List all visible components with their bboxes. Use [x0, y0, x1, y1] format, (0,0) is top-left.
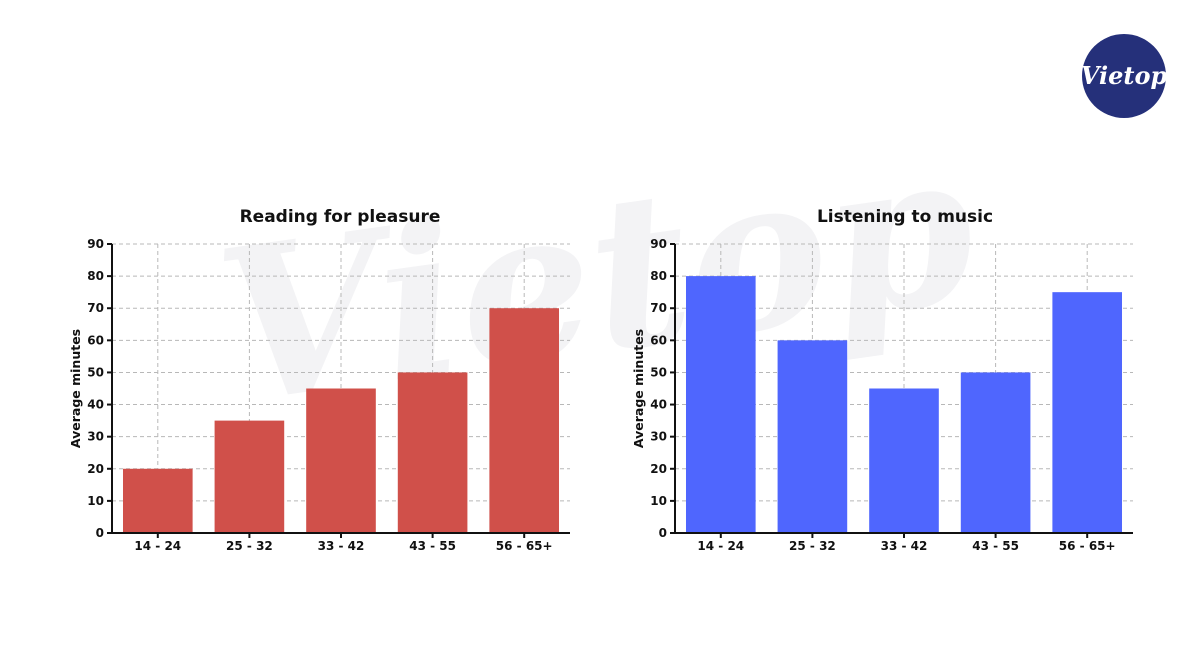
y-tick-label: 30: [87, 430, 104, 444]
bar: [306, 388, 376, 533]
y-tick-label: 90: [650, 237, 667, 251]
y-tick-label: 50: [87, 365, 104, 379]
y-tick-label: 10: [87, 494, 104, 508]
y-axis-label: Average minutes: [631, 329, 646, 448]
bar: [869, 388, 939, 533]
x-tick-label: 43 - 55: [972, 539, 1019, 553]
bar: [960, 372, 1031, 533]
y-tick-label: 80: [87, 269, 104, 283]
y-tick-label: 40: [650, 398, 667, 412]
x-tick-label: 14 - 24: [134, 539, 181, 553]
chart-title: Listening to music: [817, 207, 993, 227]
x-tick-label: 33 - 42: [318, 539, 365, 553]
bar: [214, 420, 285, 533]
bar: [489, 308, 560, 533]
bar: [122, 468, 193, 533]
y-tick-label: 20: [650, 462, 667, 476]
y-tick-label: 10: [650, 494, 667, 508]
y-tick-label: 0: [659, 526, 667, 540]
logo-text: Vietop: [1081, 61, 1168, 90]
chart-reading-for-pleasure: 0 10 20 30 40 50 60 70 80 90 14 - 24 25 - 32 33 - 42…: [68, 207, 570, 553]
x-tick-label: 56 - 65+: [1059, 539, 1116, 553]
chart-listening-to-music: 0 10 20 30 40 50 60 70 80 90 14 - 24 25 - 32 33 - 42…: [631, 207, 1133, 553]
x-tick-label: 43 - 55: [409, 539, 456, 553]
y-tick-label: 90: [87, 237, 104, 251]
bar: [1052, 292, 1123, 533]
x-tick-label: 14 - 24: [697, 539, 744, 553]
logo-circle: [1082, 34, 1166, 118]
x-tick-label: 56 - 65+: [496, 539, 553, 553]
bar: [397, 372, 468, 533]
y-tick-label: 50: [650, 365, 667, 379]
y-tick-label: 60: [650, 333, 667, 347]
y-tick-label: 20: [87, 462, 104, 476]
y-tick-label: 60: [87, 333, 104, 347]
y-tick-label: 70: [87, 301, 104, 315]
brand-logo: Vietop: [1081, 34, 1168, 118]
bar: [685, 276, 756, 533]
y-tick-label: 40: [87, 398, 104, 412]
y-tick-label: 70: [650, 301, 667, 315]
x-tick-label: 25 - 32: [226, 539, 273, 553]
y-tick-label: 80: [650, 269, 667, 283]
y-tick-label: 30: [650, 430, 667, 444]
chart-title: Reading for pleasure: [240, 207, 441, 227]
x-tick-label: 33 - 42: [881, 539, 928, 553]
y-axis-label: Average minutes: [68, 329, 83, 448]
bar: [777, 340, 848, 533]
x-tick-label: 25 - 32: [789, 539, 836, 553]
y-tick-label: 0: [96, 526, 104, 540]
